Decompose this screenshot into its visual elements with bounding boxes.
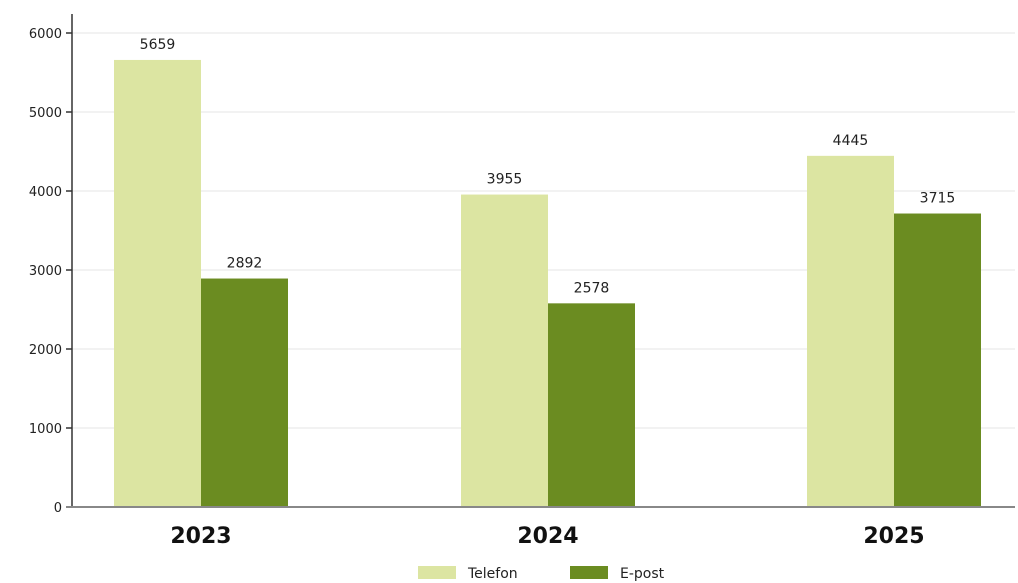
data-label: 4445: [833, 133, 869, 149]
bar-telefon-2025: [807, 155, 894, 507]
bars: [114, 59, 981, 508]
y-tick-label: 6000: [29, 27, 62, 42]
data-labels: 5659 2892 3955 2578 4445 3715: [140, 37, 956, 296]
bar-e-post-2024: [548, 303, 635, 507]
legend-swatch-e-post: [570, 566, 608, 579]
bar-e-post-2023: [201, 278, 288, 507]
data-label: 2892: [227, 256, 263, 272]
x-category-label: 2024: [517, 524, 578, 549]
bar-telefon-2023: [114, 59, 201, 508]
y-tick-label: 2000: [29, 343, 62, 358]
y-tick-label: 3000: [29, 264, 62, 279]
legend-swatch-telefon: [418, 566, 456, 579]
data-label: 2578: [574, 280, 610, 296]
data-label: 3715: [920, 191, 956, 207]
y-tick-label: 4000: [29, 185, 62, 200]
data-label: 3955: [487, 172, 523, 188]
y-tick-label: 0: [54, 501, 62, 516]
legend-label: E-post: [620, 566, 665, 582]
x-axis: 2023 2024 2025: [66, 506, 1015, 549]
legend-label: Telefon: [467, 566, 518, 582]
y-tick-label: 5000: [29, 106, 62, 121]
x-category-label: 2023: [170, 524, 231, 549]
bar-e-post-2025: [894, 213, 981, 507]
x-category-label: 2025: [863, 524, 924, 549]
y-tick-label: 1000: [29, 422, 62, 437]
data-label: 5659: [140, 37, 176, 53]
legend: Telefon E-post: [418, 566, 665, 582]
bar-telefon-2024: [461, 194, 548, 507]
y-axis: 0 1000 2000 3000 4000 5000 6000: [29, 14, 73, 516]
